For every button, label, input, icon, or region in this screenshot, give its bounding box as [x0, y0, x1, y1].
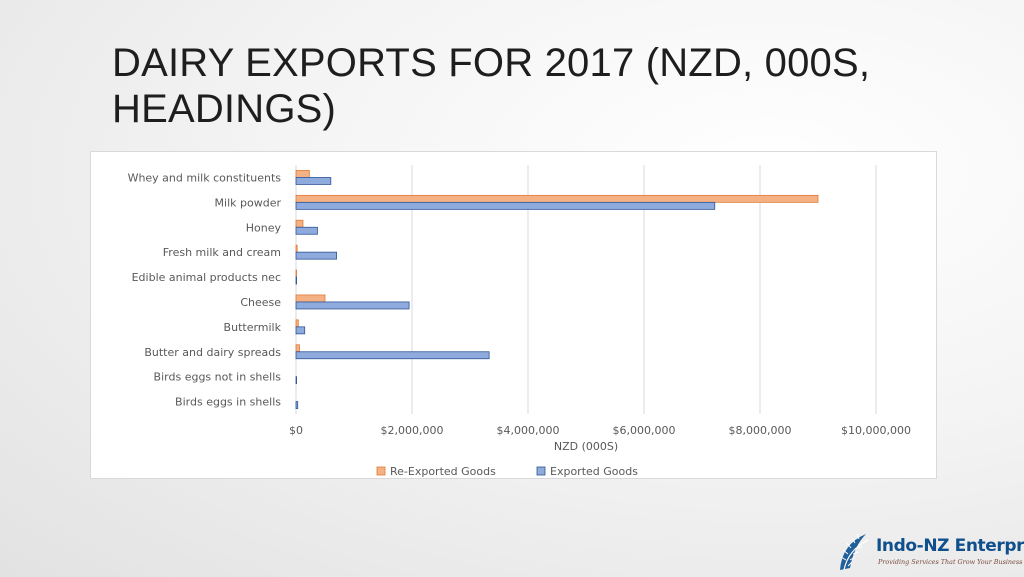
bar-re-exported [295, 219, 304, 228]
logo-name: Indo-NZ Enterprises [876, 536, 1024, 556]
chart-canvas: $0 $2,000,000 $4,000,000 $6,000,000 $8,000,0… [128, 165, 911, 478]
category-label: Butter and dairy spreads [144, 346, 281, 359]
category-label: Fresh milk and cream [163, 246, 281, 259]
slide-title-line-2: HEADINGS) [112, 87, 337, 131]
x-tick-label: $10,000,000 [841, 424, 911, 437]
x-axis-title: NZD (000S) [554, 440, 618, 453]
bar-exported [295, 351, 490, 360]
category-label: Birds eggs not in shells [154, 371, 282, 384]
bar-re-exported [295, 170, 310, 178]
logo-tagline: Providing Services That Grow Your Busine… [878, 558, 1024, 566]
x-tick-label: $0 [289, 424, 303, 437]
category-label: Edible animal products nec [132, 271, 281, 284]
category-label: Whey and milk constituents [128, 171, 282, 184]
bar-exported [295, 201, 716, 210]
bar-exported [295, 376, 297, 385]
category-label: Buttermilk [224, 321, 282, 334]
legend-swatch [536, 466, 546, 476]
bar-exported [295, 226, 318, 235]
bar-exported [295, 177, 332, 185]
bar-exported [295, 401, 299, 409]
x-tick-label: $4,000,000 [497, 424, 560, 437]
bar-exported [295, 326, 306, 335]
bar-re-exported [295, 344, 300, 353]
category-label: Cheese [240, 296, 281, 309]
category-label: Birds eggs in shells [175, 396, 281, 409]
category-label: Milk powder [215, 196, 282, 209]
bar-exported [295, 301, 410, 310]
bar-re-exported [295, 244, 298, 253]
x-tick-label: $8,000,000 [729, 424, 792, 437]
bar-exported [295, 276, 297, 285]
x-tick-label: $2,000,000 [381, 424, 444, 437]
bar-re-exported [295, 194, 819, 203]
bar-re-exported [295, 319, 299, 328]
bar-chart: $0 $2,000,000 $4,000,000 $6,000,000 $8,000,0… [90, 151, 937, 479]
legend-swatch [376, 466, 386, 476]
legend-label: Re-Exported Goods [390, 465, 496, 478]
fern-logo-icon [840, 533, 869, 571]
slide-title-line-1: DAIRY EXPORTS FOR 2017 (NZD, 000S, [112, 41, 871, 85]
bar-re-exported [295, 294, 326, 303]
legend-label: Exported Goods [550, 465, 638, 478]
bar-re-exported [295, 269, 297, 278]
category-label: Honey [246, 221, 282, 234]
slide-title: DAIRY EXPORTS FOR 2017 (NZD, 000S, HEADI… [112, 40, 972, 132]
x-tick-label: $6,000,000 [613, 424, 676, 437]
bar-exported [295, 251, 337, 260]
company-logo: Indo-NZ Enterprises Providing Services T… [836, 530, 1024, 577]
